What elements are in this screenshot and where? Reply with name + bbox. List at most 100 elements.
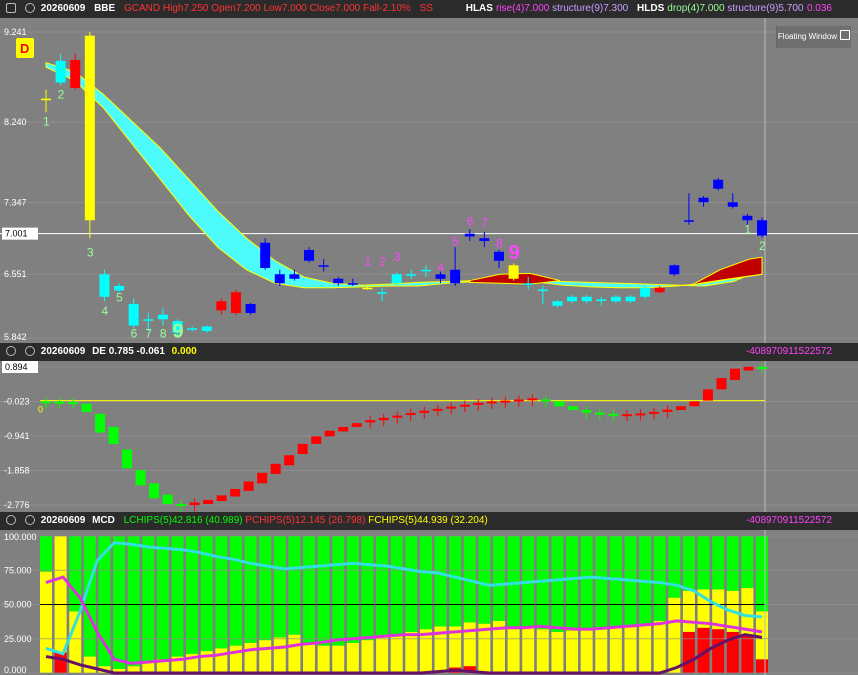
chips-bar-red: [682, 631, 695, 673]
candle-body: [406, 274, 417, 276]
candle-body: [596, 299, 607, 301]
de-bar: [729, 368, 740, 380]
chips-bar-red: [712, 629, 725, 673]
candle-body: [493, 251, 504, 261]
y-tick-label: -1.858: [4, 465, 30, 475]
chips-bar-yellow: [215, 648, 228, 673]
de-bar: [500, 400, 511, 403]
chips-bar-yellow: [229, 645, 242, 673]
chips-bar-green: [69, 536, 82, 612]
chips-bar-yellow: [682, 590, 695, 632]
sequence-label: 9: [509, 242, 520, 264]
candle-body: [143, 319, 154, 321]
chips-bar-green: [668, 536, 681, 598]
main-chart-header: 20260609 BBE GCAND High7.250 Open7.200 L…: [0, 0, 858, 18]
candle-body: [333, 278, 344, 284]
chips-bar-yellow: [419, 629, 432, 673]
hlas-structure: structure(9)7.300: [552, 3, 629, 14]
chips-bar-green: [756, 536, 768, 612]
header-right-value: 0.036: [806, 3, 832, 14]
de-bar: [743, 366, 754, 371]
y-tick-label: 7.347: [4, 198, 27, 208]
de-bar: [689, 401, 700, 407]
chips-bar-yellow: [303, 642, 316, 673]
chips-bar-yellow: [609, 626, 622, 673]
de-bar: [486, 401, 497, 404]
de-bar: [392, 415, 403, 418]
de-bar: [41, 401, 51, 404]
close-icon[interactable]: [25, 515, 35, 525]
chips-bar-green: [376, 536, 389, 638]
sequence-label: 9: [173, 320, 184, 342]
de-bar: [176, 504, 187, 507]
chips-bar-yellow: [668, 597, 681, 673]
chips-bar-green: [405, 536, 418, 632]
sequence-label: 2: [759, 239, 766, 253]
chips-bar-green: [215, 536, 228, 649]
sequence-label: 8: [496, 236, 503, 250]
chips-bar-green: [492, 536, 505, 621]
candle-body: [640, 287, 651, 297]
candle-body: [420, 269, 431, 272]
candle-body: [289, 274, 300, 279]
candle-body: [698, 197, 709, 203]
current-price-box: [2, 227, 38, 240]
candle-body: [567, 296, 578, 302]
fchips-value: FCHIPS(5)44.939 (32.204): [368, 515, 488, 526]
chips-bar-yellow: [69, 611, 82, 673]
de-indicator-header: 20260609 DE 0.785 -0.061 0.000 -40897091…: [0, 343, 858, 361]
de-bar: [635, 413, 646, 416]
ss-label: SS: [419, 3, 433, 14]
y-tick-label: 50.000: [4, 600, 32, 610]
chips-bar-yellow: [536, 629, 549, 673]
candle-body: [508, 265, 519, 279]
de-bar: [230, 488, 241, 497]
candle-body: [727, 202, 738, 207]
settings-icon[interactable]: [6, 515, 16, 525]
chips-line-cyan: [45, 541, 763, 656]
candle-body: [683, 220, 694, 222]
sequence-label: 5: [452, 234, 459, 248]
chips-bar-yellow: [580, 629, 593, 673]
chips-bar-yellow: [40, 571, 52, 673]
menu-icon[interactable]: [6, 3, 16, 13]
y-tick-label: -2.776: [4, 500, 30, 510]
de-bar: [81, 403, 92, 412]
chips-bar-yellow: [624, 625, 637, 673]
candle-body: [581, 296, 592, 302]
sequence-label: 1: [364, 254, 371, 268]
de-chart[interactable]: 0.894 -0.023 -0.941 -1.858 -2.776 0: [0, 361, 858, 512]
sequence-label: 1: [43, 115, 50, 129]
sequence-label: 3: [394, 250, 401, 264]
chips-bar-green: [697, 536, 710, 590]
de-top-box: [2, 361, 38, 373]
settings-icon[interactable]: [25, 3, 35, 13]
hlas-label: HLAS: [465, 3, 493, 14]
mcd-chart[interactable]: 100.000 75.000 50.000 25.000 0.000: [0, 530, 858, 675]
sequence-label: 8: [160, 326, 167, 340]
chips-bar-yellow: [492, 620, 505, 673]
close-icon[interactable]: [25, 346, 35, 356]
de-bar: [108, 426, 119, 444]
chips-bar-green: [288, 536, 301, 635]
de-value: 0.000: [171, 346, 197, 357]
hlds-label: HLDS: [637, 3, 665, 14]
chips-bar-green: [142, 536, 155, 663]
y-tick-label: 5.842: [4, 332, 27, 342]
chips-bar-green: [712, 536, 725, 590]
settings-icon[interactable]: [6, 346, 16, 356]
cloud-band: [45, 62, 763, 289]
floating-window-button[interactable]: Floating Window: [776, 26, 851, 48]
chips-bar-red: [54, 652, 67, 673]
de-bar: [216, 495, 227, 502]
candle-body: [713, 179, 724, 189]
chips-bar-yellow: [376, 637, 389, 673]
candle-body: [187, 328, 198, 330]
candle-body: [304, 249, 315, 261]
chips-bar-green: [244, 536, 257, 643]
pchips-value: PCHIPS(5)12.145 (26.798): [245, 515, 366, 526]
candle-body: [55, 60, 66, 83]
sequence-label: 7: [481, 216, 488, 230]
de-bar: [513, 399, 524, 402]
